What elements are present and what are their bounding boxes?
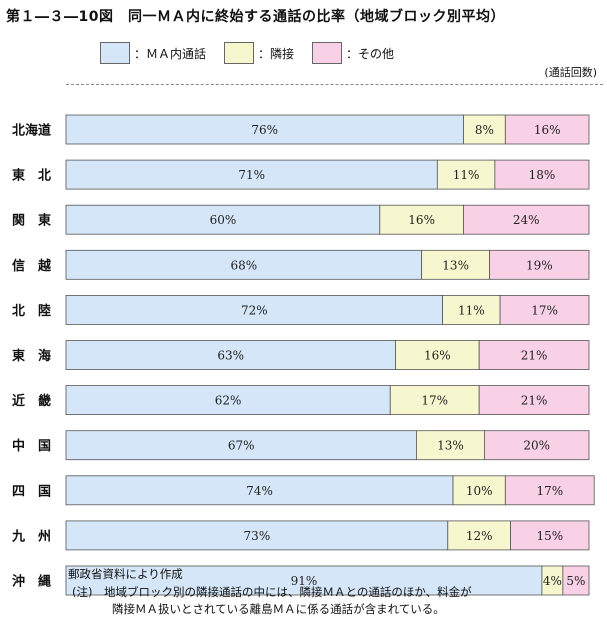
data-label: 11% xyxy=(453,168,480,182)
bar-segment-adjacent xyxy=(416,430,485,461)
data-label: 62% xyxy=(215,394,242,408)
bar-segment-ma xyxy=(65,340,396,370)
category-label: 北 陸 xyxy=(12,303,51,319)
data-label: 8% xyxy=(475,123,494,137)
data-label: 17% xyxy=(536,484,563,498)
data-label: 60% xyxy=(210,213,237,227)
legend-label-other: ：その他 xyxy=(346,46,395,61)
legend-item-other: ：その他 xyxy=(312,42,394,64)
data-label: 15% xyxy=(536,529,563,543)
data-label: 76% xyxy=(251,123,278,137)
bar-segment-adjacent xyxy=(463,114,506,145)
bar-segment-other xyxy=(504,475,595,506)
bar-segment-other xyxy=(510,520,590,551)
bar-segment-ma xyxy=(65,565,543,596)
data-label: 20% xyxy=(523,439,550,453)
bar-segment-ma xyxy=(65,204,381,235)
bar-segment-adjacent xyxy=(442,294,501,325)
source-note: 郵政省資料により作成 xyxy=(68,567,183,581)
data-label: 17% xyxy=(531,303,558,317)
data-label: 10% xyxy=(466,484,493,498)
bar-segment-other xyxy=(562,565,590,596)
legend-item-adjacent: ：隣接 xyxy=(224,42,294,64)
data-label: 21% xyxy=(521,394,548,408)
category-label: 中 国 xyxy=(12,438,51,454)
bar-segment-adjacent xyxy=(395,340,480,370)
data-label: 63% xyxy=(217,349,244,363)
data-label: 17% xyxy=(421,394,448,408)
legend-swatch-other xyxy=(312,42,343,64)
bar-segment-adjacent xyxy=(379,204,464,235)
bar-segment-ma xyxy=(65,385,391,416)
data-label: 21% xyxy=(521,349,548,363)
data-label: 24% xyxy=(513,213,540,227)
bar-segment-other xyxy=(504,114,590,145)
data-label: 91% xyxy=(291,574,318,588)
data-label: 73% xyxy=(244,529,271,543)
data-label: 11% xyxy=(458,303,485,317)
data-label: 67% xyxy=(228,439,255,453)
bar-segment-other xyxy=(478,340,590,370)
bar-segment-ma xyxy=(65,114,464,145)
unit-label: (通話回数) xyxy=(544,66,597,79)
category-label: 東 海 xyxy=(12,348,51,364)
category-label: 東 北 xyxy=(12,168,51,184)
bar-segment-other xyxy=(478,385,590,416)
bar-segment-other xyxy=(463,204,590,235)
category-label: 四 国 xyxy=(12,484,51,499)
category-label: 九 州 xyxy=(11,529,51,544)
data-label: 13% xyxy=(437,439,464,453)
data-label: 12% xyxy=(466,529,493,543)
data-label: 16% xyxy=(424,349,451,363)
footnote: (注) 地域ブロック別の隣接通話の中には、隣接ＭＡとの通話のほか、料金が 隣接Ｍ… xyxy=(72,584,602,618)
bar-segment-ma xyxy=(65,475,454,506)
category-label: 関 東 xyxy=(12,213,51,229)
top-divider xyxy=(66,84,603,85)
bar-segment-adjacent xyxy=(389,385,480,416)
data-label: 71% xyxy=(238,168,265,182)
data-label: 13% xyxy=(442,258,469,272)
bar-segment-other xyxy=(483,430,590,461)
data-label: 4% xyxy=(543,574,562,588)
data-label: 72% xyxy=(241,303,268,317)
data-label: 19% xyxy=(526,258,553,272)
footnote-line-2: 隣接ＭＡ扱いとされている離島ＭＡに係る通話が含まれている。 xyxy=(112,602,445,616)
bar-segment-adjacent xyxy=(421,249,491,280)
bar-segment-adjacent xyxy=(436,159,496,190)
bar-segment-ma xyxy=(65,520,449,551)
data-label: 74% xyxy=(246,484,273,498)
category-label: 沖 縄 xyxy=(12,574,51,590)
bar-segment-adjacent xyxy=(452,475,506,506)
bar-segment-other xyxy=(494,159,590,190)
data-label: 68% xyxy=(230,258,257,272)
bar-segment-other xyxy=(489,249,590,280)
bar-segment-ma xyxy=(65,294,443,325)
legend-label-ma: ：ＭＡ内通話 xyxy=(134,46,207,61)
bar-segment-other xyxy=(499,294,590,325)
chart-title: 第１―３―10図 同一ＭＡ内に終始する通話の比率（地域ブロック別平均） xyxy=(6,9,505,25)
legend-item-ma: ：ＭＡ内通話 xyxy=(100,42,206,64)
legend-swatch-adjacent xyxy=(224,42,255,64)
data-label: 18% xyxy=(529,168,556,182)
data-label: 5% xyxy=(566,574,585,588)
category-label: 近 畿 xyxy=(12,393,51,409)
data-label: 16% xyxy=(534,123,561,137)
category-label: 信 越 xyxy=(12,258,52,274)
legend-swatch-ma xyxy=(100,42,130,64)
category-label: 北海道 xyxy=(12,123,51,139)
legend-label-adjacent: ：隣接 xyxy=(258,46,295,61)
bar-segment-ma xyxy=(65,430,417,461)
footnote-line-1: (注) 地域ブロック別の隣接通話の中には、隣接ＭＡとの通話のほか、料金が xyxy=(72,585,472,599)
data-label: 16% xyxy=(408,213,435,227)
legend: ：ＭＡ内通話 ：隣接 ：その他 xyxy=(100,42,412,64)
bar-segment-ma xyxy=(65,159,438,190)
